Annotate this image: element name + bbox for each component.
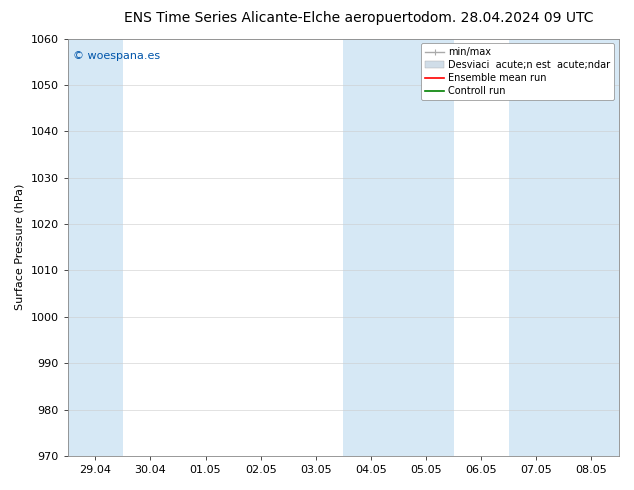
Bar [68, 39, 123, 456]
Text: ENS Time Series Alicante-Elche aeropuerto: ENS Time Series Alicante-Elche aeropuert… [124, 11, 422, 25]
Bar [344, 39, 399, 456]
Legend: min/max, Desviaci  acute;n est  acute;ndar, Ensemble mean run, Controll run: min/max, Desviaci acute;n est acute;ndar… [421, 44, 614, 100]
Y-axis label: Surface Pressure (hPa): Surface Pressure (hPa) [15, 184, 25, 311]
Bar [399, 39, 453, 456]
Bar [564, 39, 619, 456]
Text: © woespana.es: © woespana.es [73, 51, 160, 61]
Bar [508, 39, 564, 456]
Text: dom. 28.04.2024 09 UTC: dom. 28.04.2024 09 UTC [421, 11, 593, 25]
